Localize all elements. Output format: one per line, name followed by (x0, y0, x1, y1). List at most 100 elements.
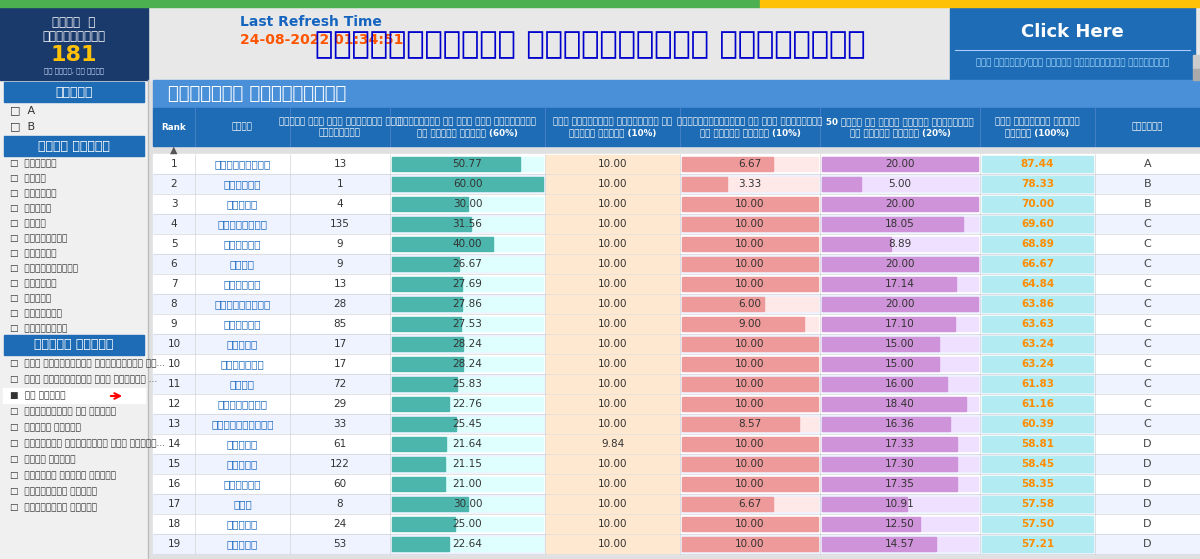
Bar (154, 354, 1200, 374)
Text: नगर पालिका/नगर परिषद परफॉर्मेंस डैशबोर्ड: नगर पालिका/नगर परिषद परफॉर्मेंस डैशबोर्ड (976, 58, 1169, 67)
Text: डिस्ट्रिक्ट परफॉर्मेंस डैशबोर्ड: डिस्ट्रिक्ट परफॉर्मेंस डैशबोर्ड (314, 31, 865, 59)
Text: निवाड़ी: निवाड़ी (221, 359, 264, 369)
Bar (822, 537, 978, 551)
Bar (392, 257, 542, 271)
Text: 10.00: 10.00 (736, 379, 764, 389)
Bar (682, 277, 818, 291)
Text: 10.00: 10.00 (598, 279, 628, 289)
Bar (682, 297, 763, 311)
Bar (154, 514, 1200, 534)
Text: C: C (1144, 239, 1151, 249)
Text: छिन्दवाड़ा: छिन्दवाड़ा (211, 419, 274, 429)
Bar (392, 377, 457, 391)
Bar (392, 157, 520, 171)
Text: □  विमुक्त घुमक्कड़ एवं अर्ध्...: □ विमुक्त घुमक्कड़ एवं अर्ध्... (10, 439, 166, 448)
Bar (822, 157, 978, 171)
Text: 58.45: 58.45 (1021, 459, 1054, 469)
Text: 60: 60 (334, 479, 347, 489)
Bar (154, 108, 1200, 146)
Text: A: A (1144, 159, 1151, 169)
Text: C: C (1144, 299, 1151, 309)
Text: 10.00: 10.00 (736, 279, 764, 289)
Text: हेल्पलाइन: हेल्पलाइन (42, 30, 106, 42)
Bar (682, 397, 818, 411)
Text: C: C (1144, 359, 1151, 369)
Text: 12.50: 12.50 (886, 519, 914, 529)
Text: 1: 1 (170, 159, 178, 169)
Text: 28.24: 28.24 (452, 359, 482, 369)
Bar (682, 437, 818, 451)
Bar (682, 177, 818, 191)
Bar (760, 0, 1200, 7)
Text: 4: 4 (337, 199, 343, 209)
Text: 10.00: 10.00 (598, 499, 628, 509)
Bar (982, 396, 1093, 412)
Bar (982, 216, 1093, 232)
Text: जिला चुनें: जिला चुनें (38, 140, 110, 153)
Bar (0, 0, 760, 7)
Text: निम्नगुणवत्ता से बंद शिकायतों
का वेटेज स्कोर (10%): निम्नगुणवत्ता से बंद शिकायतों का वेटेज स… (677, 117, 823, 137)
Bar (154, 454, 1200, 474)
Text: 5.00: 5.00 (888, 179, 912, 189)
Text: 10.00: 10.00 (736, 339, 764, 349)
Text: Click Here: Click Here (1021, 23, 1124, 41)
Bar (682, 497, 818, 511)
Text: 27.86: 27.86 (452, 299, 482, 309)
Text: D: D (1144, 519, 1152, 529)
Bar (682, 297, 818, 311)
Text: □  डिण्डोरी: □ डिण्डोरी (10, 325, 67, 334)
Bar (822, 177, 978, 191)
Bar (154, 494, 1200, 514)
Bar (154, 474, 1200, 494)
Text: 14.57: 14.57 (886, 539, 914, 549)
Text: C: C (1144, 399, 1151, 409)
Bar (392, 497, 468, 511)
Text: D: D (1144, 539, 1152, 549)
Text: 30.00: 30.00 (452, 199, 482, 209)
Bar (154, 80, 1200, 108)
Text: D: D (1144, 499, 1152, 509)
Bar (982, 376, 1093, 392)
Bar (154, 414, 1200, 434)
Bar (392, 237, 542, 251)
Text: अगस्त माह में प्राप्त कुल
शिकायतें: अगस्त माह में प्राप्त कुल शिकायतें (278, 117, 401, 137)
Bar (982, 196, 1093, 212)
Text: बडवानी: बडवानी (223, 179, 262, 189)
Text: 10.00: 10.00 (598, 519, 628, 529)
Text: 50 दिवस से अधिक लंबित शिकायतों
का वेटेज स्कोर (20%): 50 दिवस से अधिक लंबित शिकायतों का वेटेज … (826, 117, 974, 137)
Bar (982, 156, 1093, 172)
Text: 21.00: 21.00 (452, 479, 482, 489)
Text: C: C (1144, 279, 1151, 289)
Text: 31.56: 31.56 (452, 219, 482, 229)
Text: 57.50: 57.50 (1021, 519, 1054, 529)
Text: □  उमरिया: □ उमरिया (10, 159, 56, 168)
Text: 17: 17 (334, 339, 347, 349)
Bar (982, 516, 1093, 532)
Text: 17.10: 17.10 (886, 319, 914, 329)
Text: कुल प्राप्त वेटेज
स्कोर (100%): कुल प्राप्त वेटेज स्कोर (100%) (995, 117, 1080, 137)
Bar (4, 82, 144, 102)
Bar (822, 357, 978, 371)
Bar (822, 157, 978, 171)
Bar (822, 257, 978, 271)
Text: 10.00: 10.00 (736, 399, 764, 409)
Text: 26.67: 26.67 (452, 259, 482, 269)
Text: संतुष्टि के साथ बंद शिकायतों
का वेटेज स्कोर (60%): संतुष्टि के साथ बंद शिकायतों का वेटेज स्… (398, 117, 536, 137)
Text: 18.05: 18.05 (886, 219, 914, 229)
Bar (392, 317, 542, 331)
Bar (822, 177, 862, 191)
Text: 85: 85 (334, 319, 347, 329)
Text: 10.00: 10.00 (736, 539, 764, 549)
Bar (682, 437, 818, 451)
Text: 33: 33 (334, 419, 347, 429)
Text: 63.24: 63.24 (1021, 359, 1054, 369)
Bar (822, 517, 919, 531)
Bar (682, 197, 818, 211)
Text: 10.00: 10.00 (598, 219, 628, 229)
Text: 10.00: 10.00 (598, 419, 628, 429)
Text: □  वाणिज्यिक कर विभाग: □ वाणिज्यिक कर विभाग (10, 408, 116, 416)
Bar (822, 317, 978, 331)
Bar (822, 497, 978, 511)
Text: 64.84: 64.84 (1021, 279, 1054, 289)
Bar (4, 136, 144, 156)
